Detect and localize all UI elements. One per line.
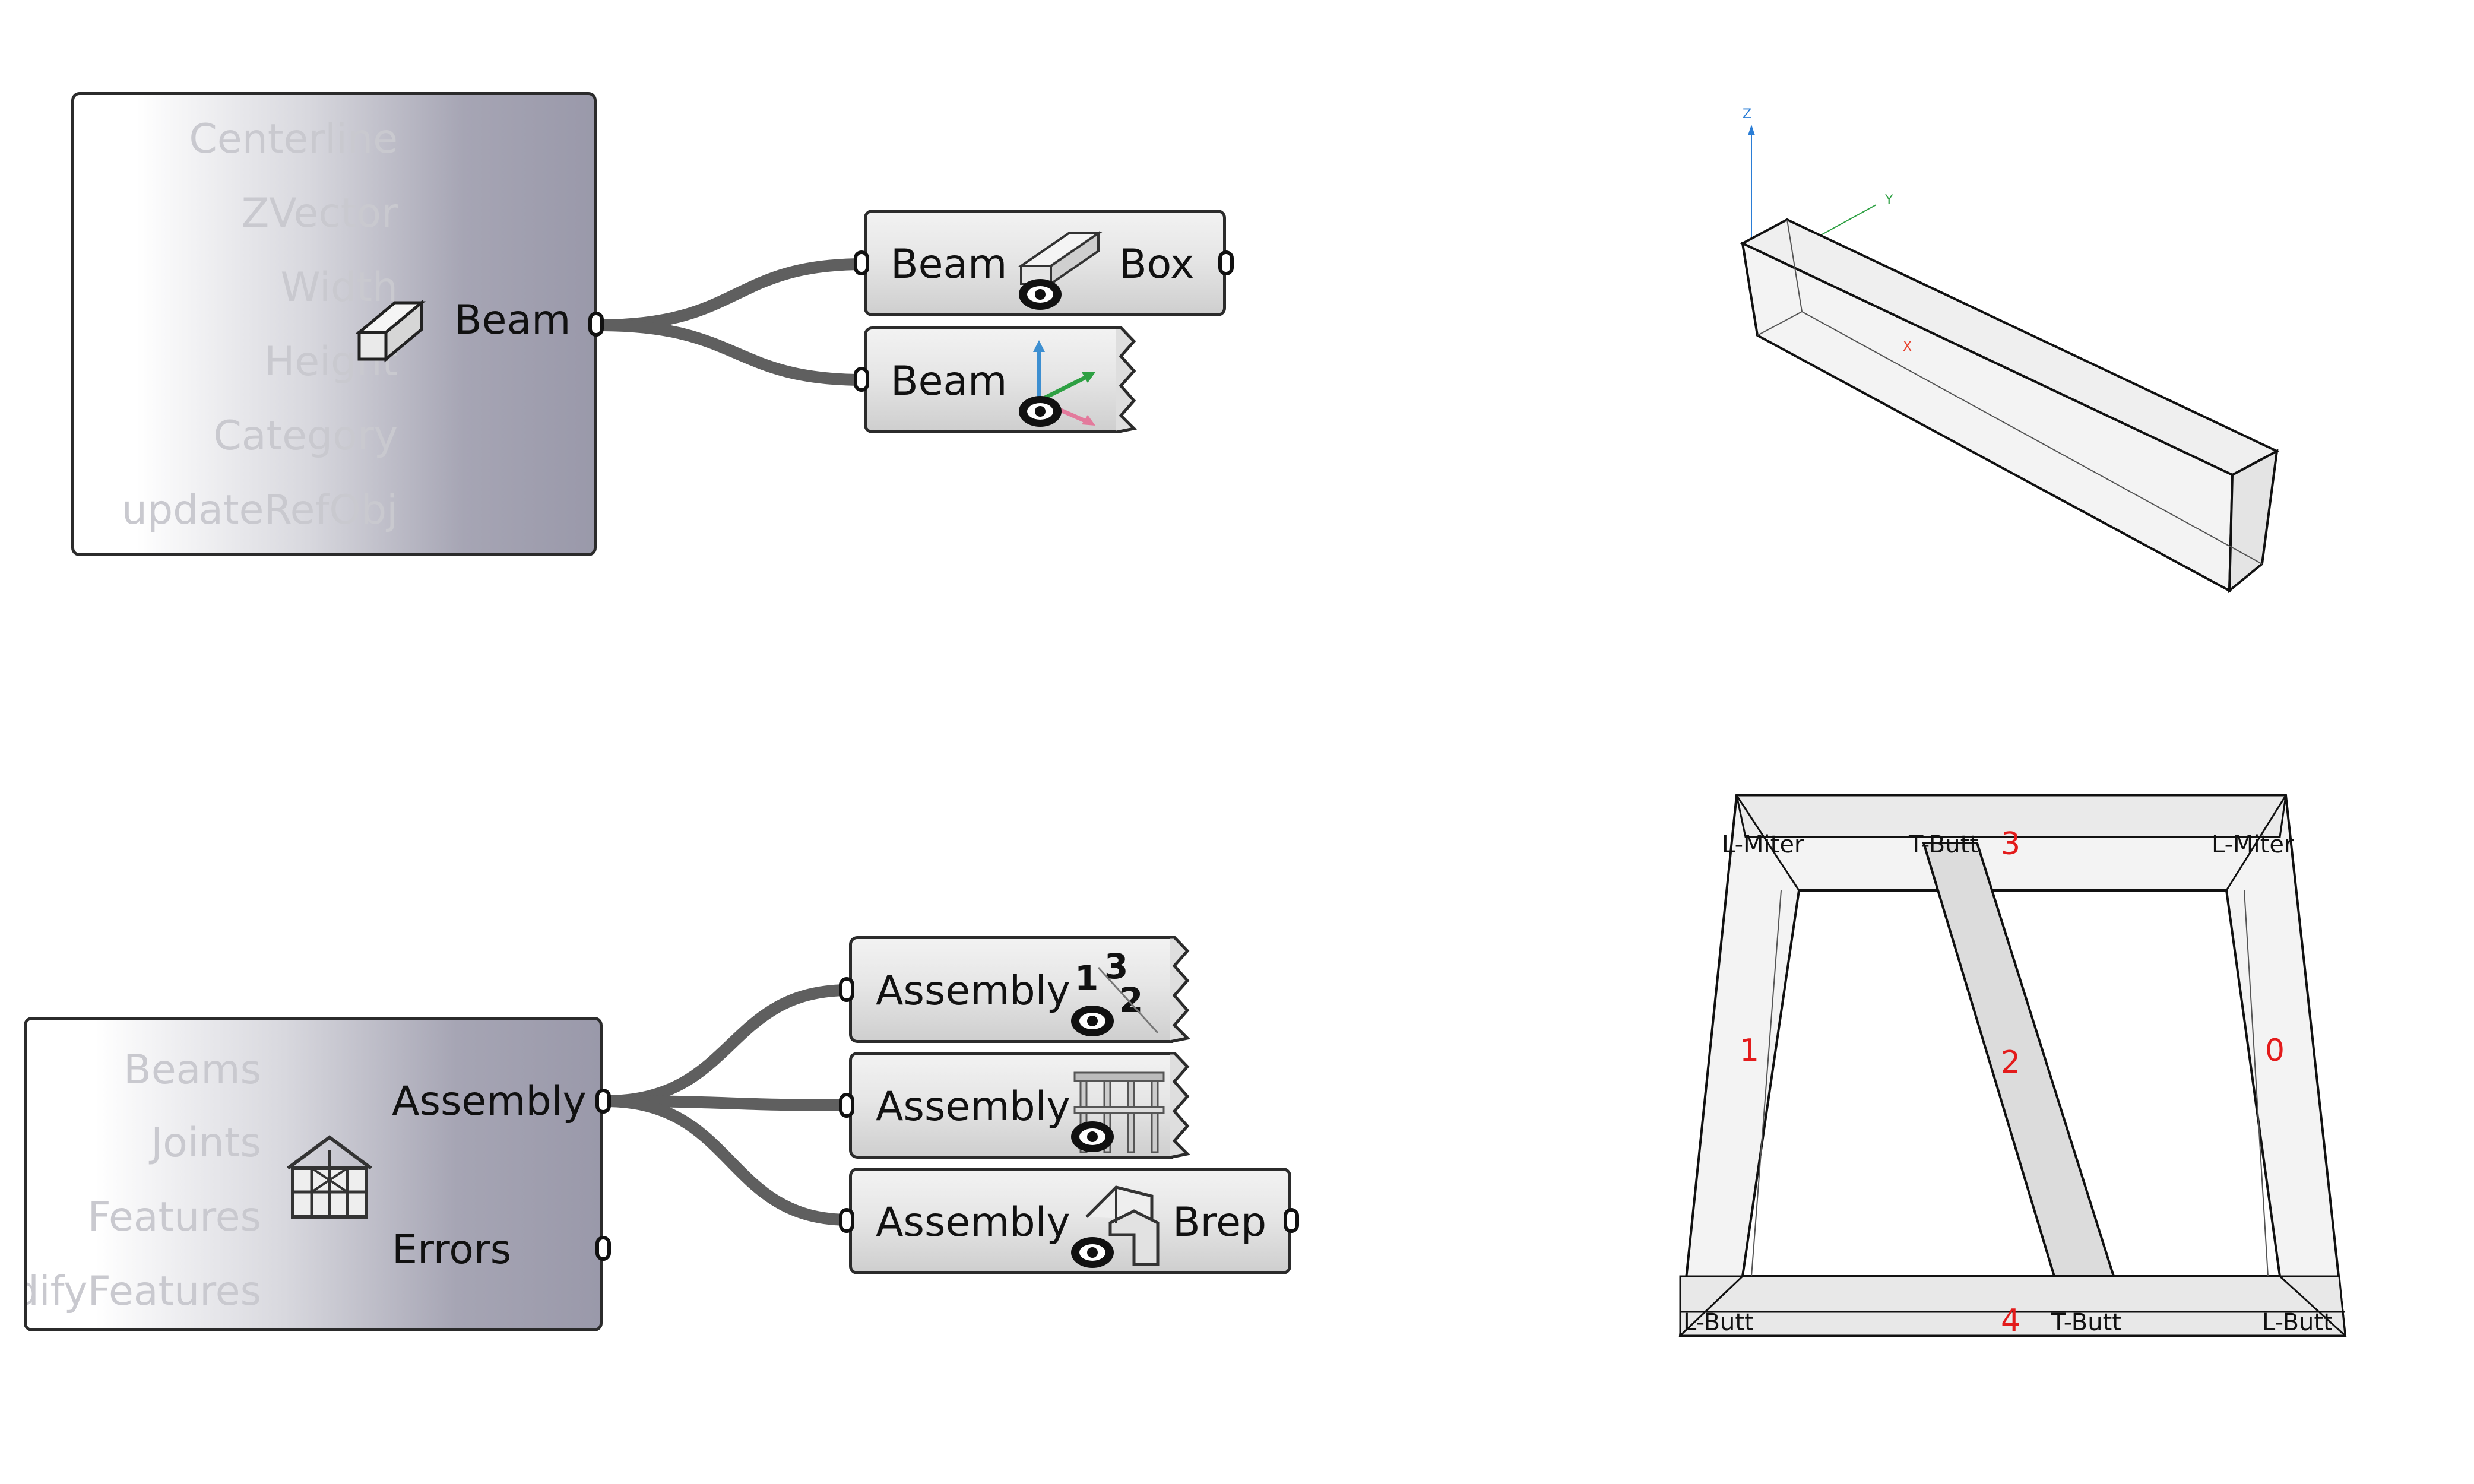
input-beams[interactable]: Beams [123, 1047, 261, 1093]
preview-frame-icon [1019, 340, 1095, 427]
joint-label: L-Miter [1722, 831, 1804, 858]
joint-label: T-Butt [2051, 1309, 2121, 1336]
svg-text:3: 3 [1104, 946, 1128, 987]
assembly-output-port[interactable] [595, 1089, 611, 1114]
wire-assembly-index [605, 984, 850, 1107]
assembly-brep-icon [1071, 1185, 1160, 1268]
joint-label: T-Butt [1909, 831, 1979, 858]
assembly-index-input-port[interactable] [839, 977, 854, 1002]
input-joints[interactable]: Joints [151, 1120, 261, 1166]
assembly-joints-input-label: Assembly [876, 1083, 1070, 1130]
input-updaterefobj[interactable]: updateRefObj [121, 487, 398, 534]
input-features[interactable]: Features [87, 1194, 261, 1241]
input-width[interactable]: Width [280, 264, 398, 311]
beam-component[interactable]: Centerline ZVector Width Height Category… [71, 92, 597, 556]
beam-box-output-label: Box [1119, 241, 1195, 288]
assembly-joints-jag-edge [1170, 1052, 1191, 1159]
viewport-frame [1678, 794, 2347, 1337]
viewport-beam [1740, 125, 2280, 594]
assembly-component[interactable]: Beams Joints Features ModifyFeatures Ass… [24, 1017, 603, 1331]
axis-z-label: Z [1743, 107, 1752, 122]
beam-icon [355, 299, 426, 363]
beam-box-output-port[interactable] [1218, 250, 1234, 275]
beam-frame-component[interactable]: Beam [864, 326, 1119, 433]
beam-index: 2 [2001, 1045, 2021, 1080]
errors-output-port[interactable] [595, 1236, 611, 1261]
assembly-brep-component[interactable]: Assembly Brep [849, 1168, 1291, 1274]
beam-index: 0 [2265, 1033, 2285, 1068]
beam-output-port[interactable] [588, 312, 604, 337]
wire-beam-box [599, 258, 864, 331]
beam-box-input-port[interactable] [854, 250, 869, 275]
joint-label: L-Butt [2262, 1309, 2333, 1336]
input-centerline[interactable]: Centerline [189, 116, 398, 163]
assembly-index-input-label: Assembly [876, 968, 1070, 1014]
axis-y-label: Y [1885, 193, 1893, 208]
beam-index: 4 [2001, 1303, 2021, 1339]
input-zvector[interactable]: ZVector [241, 190, 398, 237]
svg-text:1: 1 [1075, 958, 1098, 998]
assembly-joints-input-port[interactable] [839, 1093, 854, 1118]
axis-x-label: X [1903, 340, 1912, 354]
wire-assembly-brep [605, 1095, 850, 1226]
wire-beam-frame [599, 319, 864, 386]
output-errors[interactable]: Errors [392, 1226, 512, 1273]
output-assembly[interactable]: Assembly [392, 1078, 587, 1125]
joint-label: L-Butt [1683, 1309, 1754, 1336]
beam-index: 3 [2001, 826, 2021, 862]
assembly-brep-output-port[interactable] [1284, 1208, 1299, 1233]
beam-frame-input-label: Beam [891, 358, 1008, 405]
output-beam[interactable]: Beam [454, 297, 571, 344]
assembly-brep-input-label: Assembly [876, 1199, 1070, 1246]
input-category[interactable]: Category [213, 413, 398, 459]
beam-frame-jag-edge [1116, 326, 1138, 433]
joint-label: L-Miter [2212, 831, 2294, 858]
assembly-index-component[interactable]: Assembly 1 3 2 [849, 936, 1173, 1043]
assembly-icon [287, 1135, 372, 1219]
show-joints-icon [1071, 1071, 1165, 1153]
preview-box-icon [1017, 231, 1103, 310]
beam-index: 1 [1740, 1033, 1760, 1068]
assembly-index-jag-edge [1170, 936, 1191, 1043]
assembly-brep-output-label: Brep [1173, 1199, 1267, 1246]
input-modifyfeatures[interactable]: ModifyFeatures [27, 1268, 261, 1315]
show-beam-index-icon: 1 3 2 [1071, 946, 1159, 1036]
beam-frame-input-port[interactable] [854, 367, 869, 392]
beam-box-input-label: Beam [891, 241, 1008, 288]
assembly-brep-input-port[interactable] [839, 1208, 854, 1233]
